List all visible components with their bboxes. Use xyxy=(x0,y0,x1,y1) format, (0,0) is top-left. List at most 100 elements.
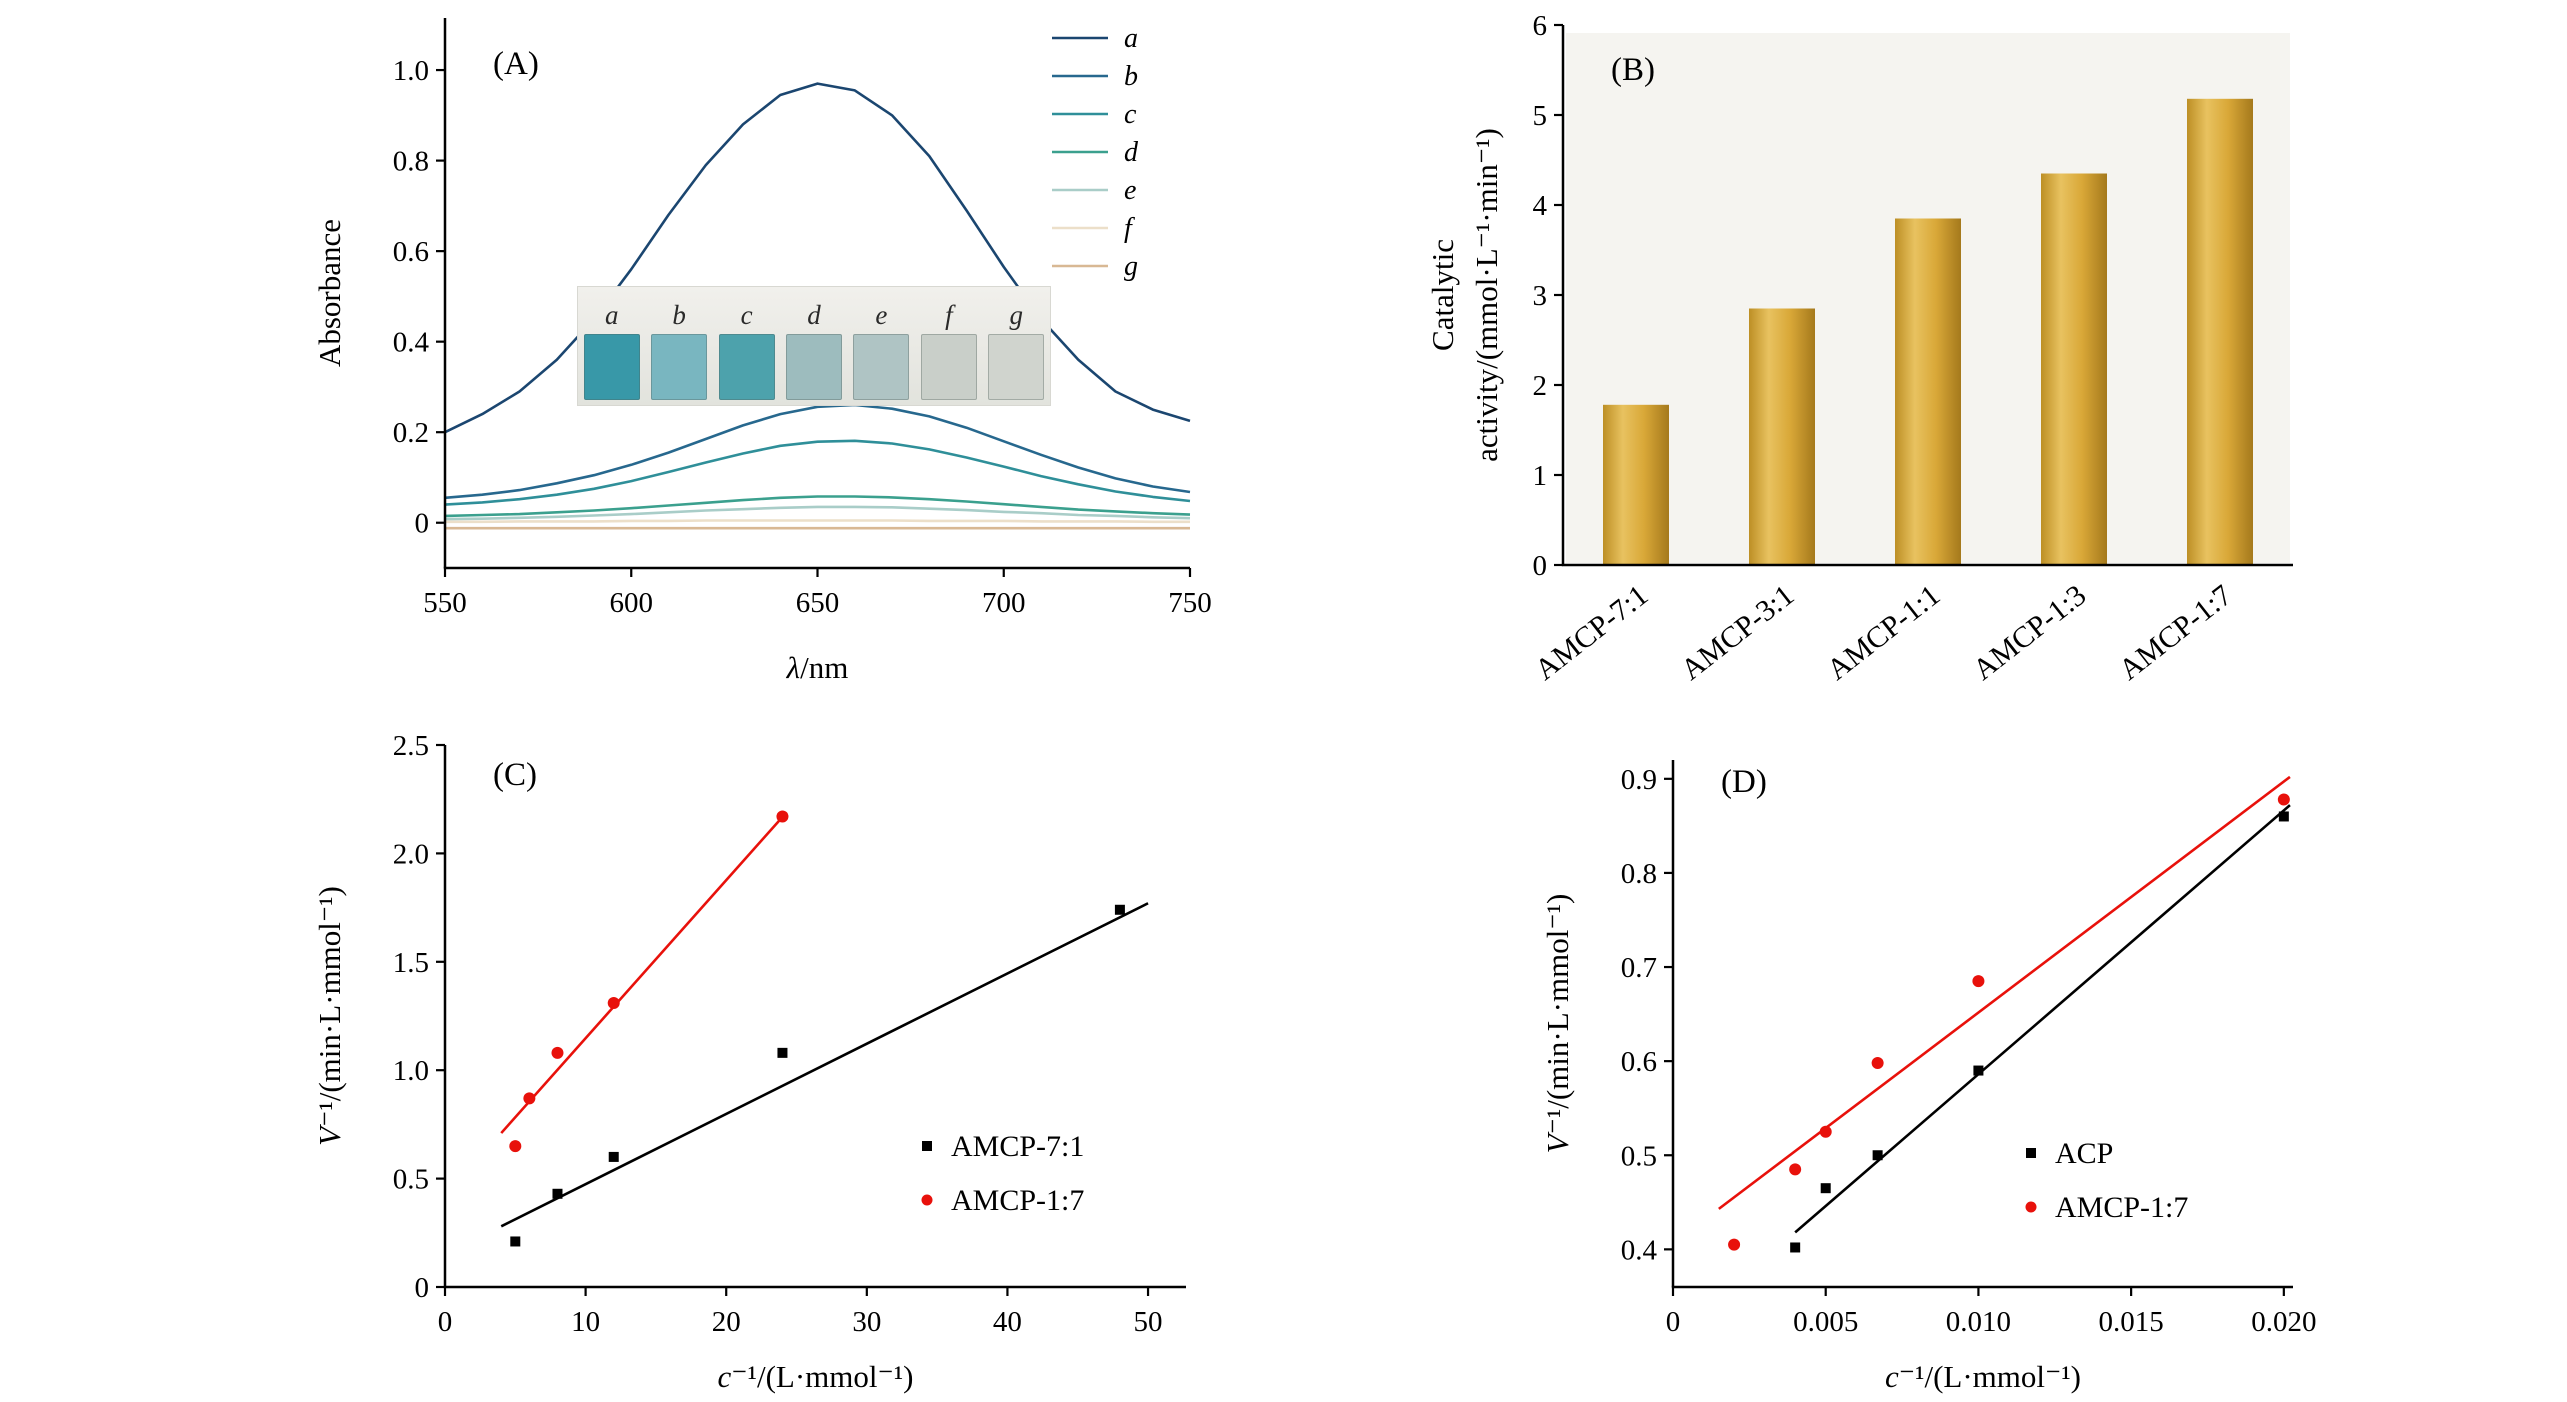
data-point-AMCP-1:7 xyxy=(509,1140,522,1153)
y-tick-label: 0.2 xyxy=(393,417,429,449)
cuvette-label: c xyxy=(740,300,753,330)
x-tick-label: 0.005 xyxy=(1793,1306,1858,1338)
legend-marker xyxy=(2025,1201,2037,1213)
x-tick-label: 750 xyxy=(1168,587,1212,619)
y-tick-label: 0.6 xyxy=(393,236,429,268)
y-axis-title: Absorbance xyxy=(312,219,347,367)
y-tick-label: 6 xyxy=(1533,10,1548,42)
data-point-ACP xyxy=(2278,811,2289,822)
y-tick-label: 4 xyxy=(1533,190,1548,222)
legend-label: a xyxy=(1124,23,1138,54)
data-point-AMCP-1:7 xyxy=(607,996,620,1009)
cuvette-label: d xyxy=(807,300,821,330)
category-label: AMCP-1:3 xyxy=(1967,579,2092,687)
bar-AMCP-7:1 xyxy=(1603,404,1669,565)
legend-label: e xyxy=(1124,175,1136,206)
cuvette-swatch xyxy=(651,334,708,400)
chart-a-absorbance: 550 600 650 700 750 0 0.2 0.4 0.6 0.8 1.0 λ/nm Absor… xyxy=(312,18,1212,685)
category-label: AMCP-1:7 xyxy=(2113,579,2238,687)
legend-label: c xyxy=(1124,99,1137,130)
cuvette-photo-inset: a b c d e f g xyxy=(577,286,1051,406)
data-point-AMCP-1:7 xyxy=(1972,975,1985,988)
data-point-AMCP-7:1 xyxy=(777,1047,788,1058)
bar-AMCP-3:1 xyxy=(1749,308,1815,565)
fit-line-AMCP-1:7 xyxy=(500,811,788,1134)
y-tick-label: 0.4 xyxy=(1621,1234,1658,1266)
cuvette-label: b xyxy=(672,300,686,330)
legend-marker xyxy=(922,1141,932,1151)
y-tick-label: 5 xyxy=(1533,100,1548,132)
data-point-AMCP-7:1 xyxy=(510,1236,521,1247)
fit-line-AMCP-7:1 xyxy=(500,902,1149,1228)
y-tick-label: 0.5 xyxy=(393,1164,429,1196)
legend-label: AMCP-1:7 xyxy=(951,1184,1084,1217)
cuvette-label: f xyxy=(945,300,953,330)
y-axis-title-line2: activity/(mmol·L⁻¹·min⁻¹) xyxy=(1469,128,1504,462)
x-tick-label: 20 xyxy=(712,1306,741,1338)
y-tick-label: 0 xyxy=(415,1272,430,1304)
cuvette-d: d xyxy=(780,287,847,405)
y-tick-label: 0.6 xyxy=(1621,1046,1657,1078)
data-point-ACP xyxy=(1790,1242,1801,1253)
cuvette-f: f xyxy=(915,287,982,405)
cuvette-label: a xyxy=(604,300,619,330)
bar-AMCP-1:1 xyxy=(1895,218,1961,565)
y-tick-label: 1.5 xyxy=(393,947,429,979)
x-tick-label: 550 xyxy=(423,587,467,619)
spectrum-curve-f xyxy=(445,519,1190,524)
y-tick-label: 0.5 xyxy=(1621,1140,1657,1172)
legend-label: f xyxy=(1124,213,1135,244)
cuvette-swatch xyxy=(988,334,1045,400)
data-point-AMCP-7:1 xyxy=(1114,904,1125,915)
data-point-AMCP-1:7 xyxy=(1789,1163,1802,1176)
x-tick-label: 10 xyxy=(571,1306,600,1338)
x-axis-title: λ/nm xyxy=(786,650,849,685)
x-axis-title: c⁻¹/(L·mmol⁻¹) xyxy=(1885,1359,2081,1394)
cuvette-e: e xyxy=(848,287,915,405)
spectrum-curve-e xyxy=(444,505,1191,521)
data-point-ACP xyxy=(1973,1065,1984,1076)
panel-label: (A) xyxy=(493,46,539,82)
legend-marker xyxy=(2026,1148,2036,1158)
category-label: AMCP-3:1 xyxy=(1675,579,1800,687)
category-label: AMCP-1:1 xyxy=(1821,579,1946,687)
cuvette-swatch xyxy=(920,334,977,400)
legend-label: b xyxy=(1124,61,1138,92)
spectrum-curve-b xyxy=(444,403,1191,500)
data-point-ACP xyxy=(1872,1150,1883,1161)
legend-label: g xyxy=(1124,251,1138,282)
x-tick-label: 700 xyxy=(982,587,1026,619)
x-tick-label: 600 xyxy=(610,587,654,619)
x-tick-label: 650 xyxy=(796,587,840,619)
data-point-AMCP-1:7 xyxy=(2277,793,2290,806)
panel-lineweaver-burk-acp: 0 0.005 0.010 0.015 0.020 0.4 0.5 0.6 0.7 0.8 0.9 c… xyxy=(1283,700,2567,1402)
y-tick-label: 0.7 xyxy=(1621,952,1657,984)
cuvette-a: a xyxy=(578,287,645,405)
spectrum-curve-c xyxy=(444,439,1191,506)
chart-b-bar: AMCP-7:1 AMCP-3:1 AMCP-1:1 AMCP-1:3 AMCP-1:7… xyxy=(1425,10,2293,687)
data-point-AMCP-1:7 xyxy=(523,1092,536,1105)
y-tick-label: 1 xyxy=(1533,460,1548,492)
legend-label: ACP xyxy=(2055,1137,2113,1170)
x-tick-label: 0.015 xyxy=(2099,1306,2164,1338)
x-axis-title: c⁻¹/(L·mmol⁻¹) xyxy=(718,1359,914,1394)
legend-label: d xyxy=(1124,137,1139,168)
cuvette-label: e xyxy=(875,300,888,330)
data-point-AMCP-1:7 xyxy=(776,810,789,823)
data-point-AMCP-1:7 xyxy=(1728,1238,1741,1251)
panel-absorbance-spectra: 550 600 650 700 750 0 0.2 0.4 0.6 0.8 1.0 λ/nm Absor… xyxy=(0,0,1283,700)
bar-AMCP-1:3 xyxy=(2041,173,2107,565)
y-tick-label: 0 xyxy=(415,508,430,540)
x-tick-label: 50 xyxy=(1134,1306,1163,1338)
chart-d-scatter: 0 0.005 0.010 0.015 0.020 0.4 0.5 0.6 0.7 0.8 0.9 c… xyxy=(1540,760,2316,1394)
data-point-AMCP-1:7 xyxy=(1819,1125,1832,1138)
legend-marker xyxy=(921,1194,933,1206)
cuvette-swatch xyxy=(785,334,842,400)
cuvette-label: g xyxy=(1009,300,1023,330)
x-tick-label: 0.020 xyxy=(2251,1306,2316,1338)
data-point-AMCP-1:7 xyxy=(1871,1057,1884,1070)
y-tick-label: 3 xyxy=(1533,280,1548,312)
cuvette-b: b xyxy=(645,287,712,405)
bar-AMCP-1:7 xyxy=(2187,98,2253,566)
